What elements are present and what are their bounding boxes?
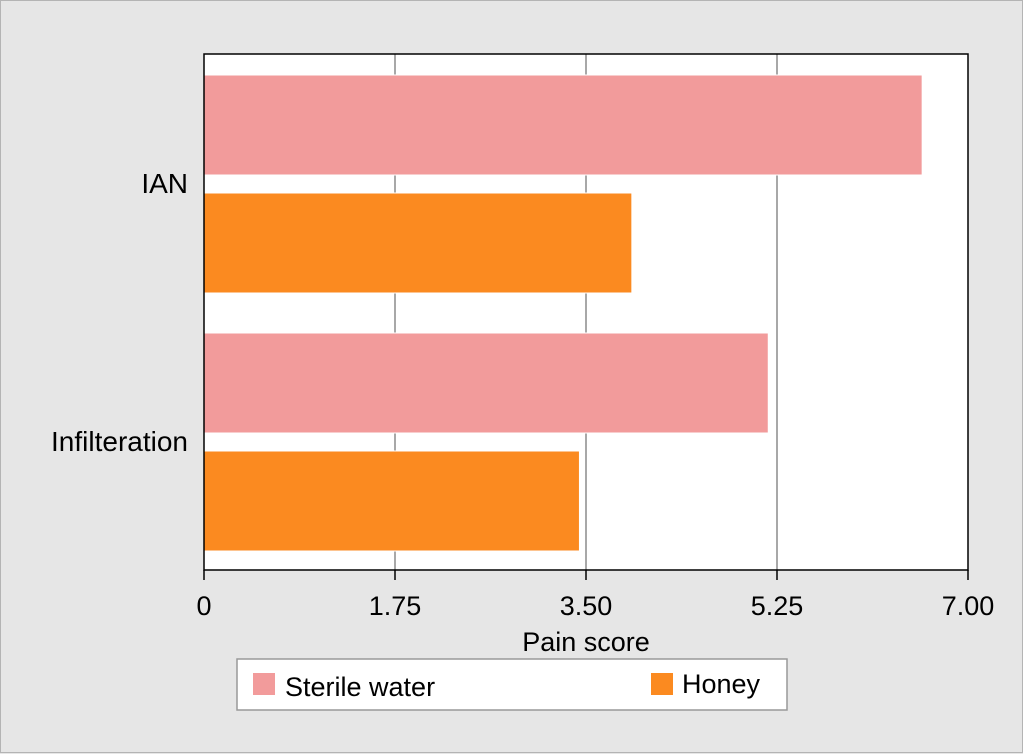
- legend-label-sterile-water: Sterile water: [285, 672, 435, 702]
- bar-sterile-water-0: [203, 74, 923, 176]
- x-axis-title: Pain score: [522, 627, 650, 657]
- x-tick-label: 1.75: [369, 591, 422, 621]
- x-tick-label: 0: [196, 591, 211, 621]
- x-axis-ticks: 0 1.75 3.50 5.25 7.00: [196, 570, 994, 621]
- bar-honey-0: [203, 192, 633, 294]
- bar-sterile-water-1: [203, 332, 769, 434]
- legend-swatch-honey: [651, 673, 673, 695]
- y-axis-categories: IAN Infilteration: [51, 168, 188, 457]
- legend-box: [236, 658, 788, 711]
- legend: Sterile water Honey: [236, 658, 788, 711]
- x-tick-label: 3.50: [560, 591, 613, 621]
- bar-honey-1: [203, 450, 580, 552]
- category-label: Infilteration: [51, 426, 188, 457]
- category-label: IAN: [141, 168, 188, 199]
- legend-swatch-sterile-water: [253, 673, 275, 695]
- bars: [203, 74, 923, 552]
- x-tick-label: 5.25: [751, 591, 804, 621]
- legend-label-honey: Honey: [682, 669, 761, 699]
- x-tick-label: 7.00: [942, 591, 995, 621]
